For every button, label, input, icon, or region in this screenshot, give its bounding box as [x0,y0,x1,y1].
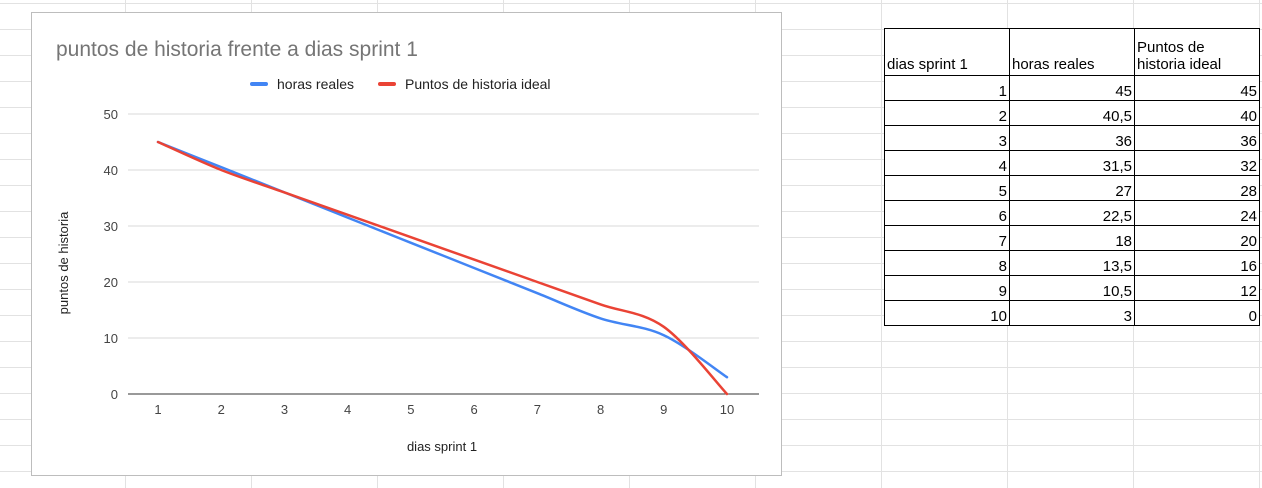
table-cell[interactable]: 45 [1009,75,1135,101]
x-tick-label: 5 [407,402,414,417]
y-tick-label: 0 [111,387,118,402]
table-cell[interactable]: 22,5 [1009,200,1135,226]
table-cell[interactable]: 24 [1134,200,1260,226]
table-cell[interactable]: 2 [884,100,1010,126]
x-tick-label: 4 [344,402,351,417]
y-tick-label: 10 [104,331,118,346]
table-header-cell[interactable]: dias sprint 1 [884,28,1010,76]
chart-card[interactable]: puntos de historia frente a dias sprint … [31,12,782,476]
gridlines [128,113,759,395]
x-tick-label: 8 [597,402,604,417]
table-cell[interactable]: 20 [1134,225,1260,251]
x-tick-label: 9 [660,402,667,417]
y-tick-label: 20 [104,275,118,290]
y-tick-label: 50 [104,107,118,122]
table-cell[interactable]: 0 [1134,300,1260,326]
table-cell[interactable]: 3 [1009,300,1135,326]
table-cell[interactable]: 3 [884,125,1010,151]
table-row: 7 18 20 [884,225,1260,251]
table-cell[interactable]: 36 [1009,125,1135,151]
x-tick-label: 1 [154,402,161,417]
x-axis-ticks: 1 2 3 4 5 6 7 8 9 10 [154,402,734,417]
legend-label: horas reales [277,76,354,92]
table-row: 8 13,5 16 [884,250,1260,276]
table-row: 1 45 45 [884,75,1260,101]
x-tick-label: 6 [470,402,477,417]
table-cell[interactable]: 6 [884,200,1010,226]
table-cell[interactable]: 7 [884,225,1010,251]
table-cell[interactable]: 27 [1009,175,1135,201]
table-cell[interactable]: 10 [884,300,1010,326]
chart-title: puntos de historia frente a dias sprint … [56,38,418,61]
table-row: 5 27 28 [884,175,1260,201]
y-tick-label: 40 [104,163,118,178]
table-row: 3 36 36 [884,125,1260,151]
table-cell[interactable]: 36 [1134,125,1260,151]
x-tick-label: 10 [720,402,734,417]
x-tick-label: 2 [218,402,225,417]
table-header-cell[interactable]: horas reales [1009,28,1135,76]
y-tick-label: 30 [104,219,118,234]
table-row: 6 22,5 24 [884,200,1260,226]
table-cell[interactable]: 10,5 [1009,275,1135,301]
line-chart: puntos de historia frente a dias sprint … [56,38,759,454]
data-table-container: dias sprint 1 horas reales Puntos de histo… [884,28,1260,326]
legend: horas reales Puntos de historia ideal [250,76,551,92]
x-tick-label: 3 [281,402,288,417]
y-axis-label: puntos de historia [56,211,71,314]
table-row: 9 10,5 12 [884,275,1260,301]
x-axis-label: dias sprint 1 [407,439,477,454]
table-header-cell[interactable]: Puntos de historia ideal [1134,28,1260,76]
table-cell[interactable]: 31,5 [1009,150,1135,176]
table-cell[interactable]: 13,5 [1009,250,1135,276]
table-cell[interactable]: 40,5 [1009,100,1135,126]
legend-label: Puntos de historia ideal [405,76,551,92]
table-cell[interactable]: 18 [1009,225,1135,251]
table-cell[interactable]: 28 [1134,175,1260,201]
table-cell[interactable]: 4 [884,150,1010,176]
table-cell[interactable]: 32 [1134,150,1260,176]
table-row: 2 40,5 40 [884,100,1260,126]
table-cell[interactable]: 16 [1134,250,1260,276]
x-tick-label: 7 [534,402,541,417]
table-row: 4 31,5 32 [884,150,1260,176]
series-line-1 [156,140,729,379]
table-row: 10 3 0 [884,300,1260,326]
series-lines [156,140,729,396]
table-cell[interactable]: 5 [884,175,1010,201]
table-cell[interactable]: 45 [1134,75,1260,101]
y-axis-ticks: 0 10 20 30 40 50 [104,107,118,402]
series-line-2 [156,140,729,396]
table-cell[interactable]: 40 [1134,100,1260,126]
table-header-row: dias sprint 1 horas reales Puntos de histo… [884,28,1260,76]
table-cell[interactable]: 1 [884,75,1010,101]
data-table: dias sprint 1 horas reales Puntos de histo… [884,28,1260,326]
table-cell[interactable]: 8 [884,250,1010,276]
table-cell[interactable]: 12 [1134,275,1260,301]
table-cell[interactable]: 9 [884,275,1010,301]
